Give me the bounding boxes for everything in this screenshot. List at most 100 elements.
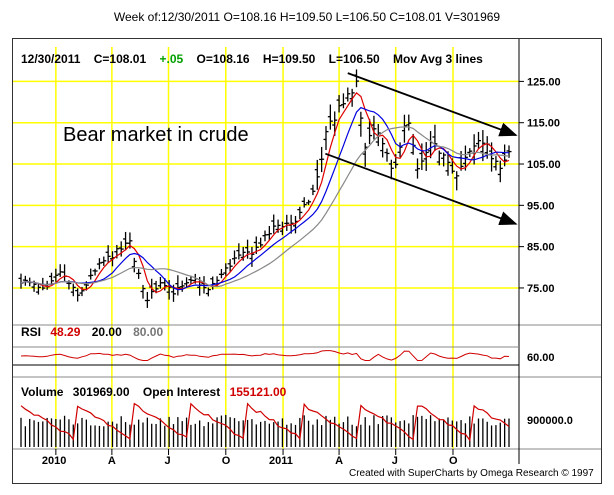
header-high: H=109.50 — [263, 52, 316, 66]
price-bar — [340, 93, 346, 109]
credit-text: Created with SuperCharts by Omega Resear… — [349, 468, 594, 479]
price-bar — [249, 246, 255, 267]
volume-value: 301969.00 — [73, 385, 130, 399]
y-tick-label: 95.00 — [527, 200, 555, 212]
price-bar — [70, 283, 76, 297]
price-bar — [22, 275, 28, 286]
price-bar — [53, 268, 59, 282]
price-bar — [476, 131, 481, 149]
x-tick-label: A — [335, 455, 343, 467]
x-axis-ticks: 2010 A J O 2011 A J O — [42, 449, 458, 467]
price-bar — [349, 88, 355, 107]
price-bar — [336, 95, 342, 113]
chart-frame: 12/30/2011 C=108.01 +.05 O=108.16 H=109.… — [12, 38, 602, 484]
price-bar — [96, 258, 102, 270]
grid — [13, 47, 519, 449]
price-bar — [49, 272, 54, 286]
price-bar — [454, 171, 460, 191]
price-bar — [497, 160, 503, 183]
price-bar — [201, 276, 207, 294]
price-bar — [258, 237, 264, 248]
svg-text:Volume 301969.00 O: Volume 301969.00 Open Interest 155121.00 — [21, 385, 287, 399]
window-title: Week of:12/30/2011 O=108.16 H=109.50 L=1… — [113, 10, 501, 24]
price-bar — [436, 150, 442, 166]
price-bar — [293, 215, 298, 234]
price-bar — [406, 114, 412, 131]
price-bar — [419, 143, 425, 171]
price-bar — [345, 87, 351, 102]
panel-borders — [13, 39, 601, 464]
price-bar — [153, 280, 159, 294]
volume-tick: 900000.0 — [527, 415, 573, 427]
price-bar — [232, 250, 237, 265]
price-bar — [131, 257, 137, 273]
rsi-line — [20, 350, 510, 362]
open-interest-line — [20, 402, 510, 442]
price-bar — [354, 69, 359, 88]
price-bar — [75, 288, 81, 302]
price-bar — [184, 277, 190, 288]
price-bar — [380, 137, 386, 158]
open-interest-label: Open Interest — [143, 385, 220, 399]
price-bar — [310, 184, 316, 196]
x-tick-label: A — [108, 455, 116, 467]
open-interest-line — [20, 402, 510, 442]
price-bar — [301, 197, 307, 208]
price-bar — [88, 268, 94, 280]
open-interest-value: 155121.00 — [230, 385, 287, 399]
y-tick-label: 125.00 — [527, 76, 561, 88]
header-date: 12/30/2011 — [21, 52, 81, 66]
y-tick-label: 115.00 — [527, 118, 560, 130]
price-bar — [218, 268, 224, 279]
price-bar — [271, 214, 277, 234]
header-close: C=108.01 — [94, 52, 147, 66]
x-tick-label: O — [449, 455, 458, 467]
header-low: L=106.50 — [329, 52, 380, 66]
price-bar — [306, 199, 312, 205]
x-tick-label: 2010 — [42, 455, 66, 467]
rsi-tick: 60.00 — [527, 352, 555, 364]
rsi-label: RSI — [21, 325, 41, 339]
y-tick-label: 75.00 — [527, 283, 555, 295]
moving-average-line — [20, 106, 510, 291]
price-bar — [18, 273, 24, 289]
moving-averages — [20, 92, 510, 294]
price-bar — [388, 159, 394, 180]
price-bar — [236, 243, 242, 260]
price-bar — [323, 126, 329, 151]
price-bar — [245, 239, 251, 259]
trend-channel-line — [325, 152, 518, 226]
rsi-high-level: 80.00 — [133, 325, 163, 339]
price-bar — [140, 284, 146, 299]
price-bar — [266, 226, 272, 241]
price-bars — [18, 69, 512, 308]
price-bar — [415, 158, 420, 179]
price-bar — [205, 287, 211, 297]
price-bar — [144, 291, 150, 308]
price-bar — [284, 214, 290, 231]
price-bar — [105, 245, 111, 263]
price-bar — [175, 275, 181, 296]
header-change: +.05 — [159, 52, 183, 66]
price-bar — [297, 206, 303, 220]
price-bar — [367, 118, 373, 145]
trend-channel-line — [347, 72, 518, 137]
price-bar — [92, 268, 98, 276]
x-tick-label: J — [392, 455, 398, 467]
price-bar — [35, 282, 41, 295]
price-bar — [57, 264, 63, 277]
price-y-ticks: 125.00 115.00 105.00 95.00 85.00 75.00 — [519, 76, 561, 295]
y-tick-label: 105.00 — [527, 159, 561, 171]
price-bar — [441, 152, 447, 167]
price-bar — [179, 280, 185, 292]
price-bar — [467, 148, 473, 158]
price-bar — [358, 111, 364, 137]
price-bar — [157, 276, 163, 289]
svg-text:12/30/2011 C=108.01: 12/30/2011 C=108.01 +.05 O=108.16 H=109.… — [21, 52, 483, 66]
price-bar — [384, 148, 390, 162]
price-bar — [136, 268, 142, 279]
volume-label: Volume — [21, 385, 64, 399]
price-chart: 12/30/2011 C=108.01 +.05 O=108.16 H=109.… — [13, 39, 601, 479]
price-bar — [445, 151, 451, 176]
price-bar — [493, 156, 499, 171]
